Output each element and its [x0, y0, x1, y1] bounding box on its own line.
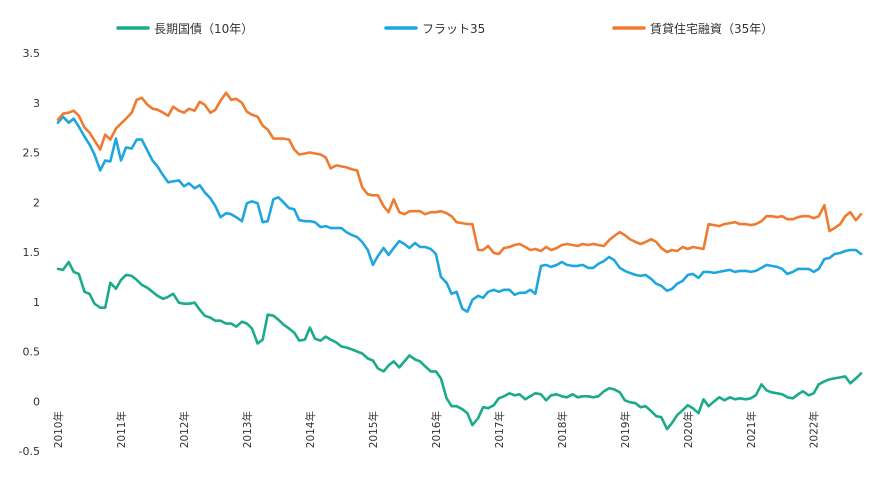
x-tick-label: 2015年	[367, 411, 380, 448]
legend-label-jgb10: 長期国債（10年）	[154, 21, 253, 36]
y-tick-label: 0.5	[23, 346, 41, 359]
legend-label-rental-loan: 賃貸住宅融資（35年）	[650, 21, 773, 36]
x-tick-label: 2010年	[52, 411, 65, 448]
x-tick-label: 2016年	[430, 411, 443, 448]
y-tick-label: 3.5	[23, 47, 41, 60]
x-axis: 2010年 2011年 2012年 2013年 2014年 2015年 2016年 2017年…	[52, 411, 821, 448]
legend-item-flat35: フラット35	[384, 22, 485, 36]
y-tick-label: -0.5	[19, 445, 40, 458]
y-tick-label: 1.5	[23, 246, 41, 259]
legend-item-jgb10: 長期国債（10年）	[116, 21, 253, 36]
y-axis: 3.5 3 2.5 2 1.5 1 0.5 0 -0.5	[19, 47, 40, 458]
y-tick-label: 2.5	[23, 147, 41, 160]
x-tick-label: 2012年	[178, 411, 191, 448]
y-tick-label: 2	[33, 196, 40, 209]
x-tick-label: 2022年	[808, 411, 821, 448]
legend-label-flat35: フラット35	[422, 22, 485, 36]
x-tick-label: 2011年	[115, 411, 128, 448]
series-line-jgb10	[56, 260, 863, 431]
series-line-flat35	[56, 115, 863, 313]
y-tick-label: 3	[33, 97, 40, 110]
x-tick-label: 2017年	[493, 411, 506, 448]
y-tick-label: 0	[33, 395, 40, 408]
x-tick-label: 2020年	[682, 411, 695, 448]
x-tick-label: 2018年	[556, 411, 569, 448]
x-tick-label: 2014年	[304, 411, 317, 448]
x-tick-label: 2019年	[619, 411, 632, 448]
x-tick-label: 2021年	[745, 411, 758, 448]
series-line-rental-loan	[56, 91, 863, 256]
legend: 長期国債（10年） フラット35 賃貸住宅融資（35年）	[116, 21, 773, 36]
legend-item-rental-loan: 賃貸住宅融資（35年）	[612, 21, 773, 36]
series-lines	[56, 91, 863, 431]
x-tick-label: 2013年	[241, 411, 254, 448]
y-tick-label: 1	[33, 296, 40, 309]
